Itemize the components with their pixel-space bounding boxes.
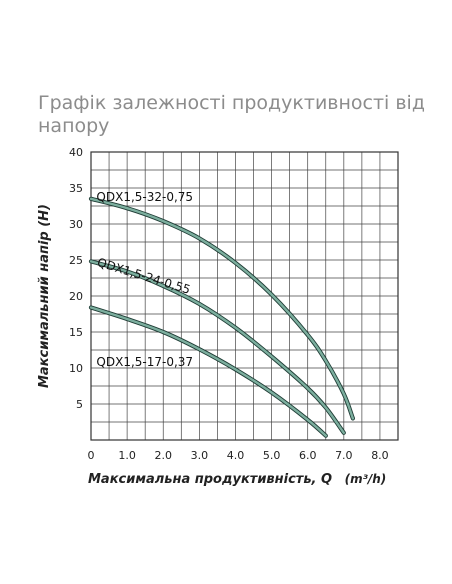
grid — [91, 152, 398, 440]
x-tick-label: 6.0 — [299, 449, 317, 462]
x-tick-label: 2.0 — [154, 449, 172, 462]
y-tick-label: 10 — [69, 362, 83, 375]
y-axis-title: Максимальний напір (H) — [37, 204, 52, 388]
x-tick-label: 4.0 — [227, 449, 245, 462]
x-axis-unit: (m³/h) — [345, 472, 387, 486]
y-tick-label: 35 — [69, 182, 83, 195]
series-line-outline-1 — [88, 196, 355, 421]
series-label-2: QDX1,5-24-0,55 — [96, 255, 193, 297]
curves — [88, 196, 355, 438]
y-tick-label: 25 — [69, 254, 83, 267]
x-tick-label: 1.0 — [118, 449, 136, 462]
series-line-1 — [89, 197, 355, 420]
series-labels: QDX1,5-32-0,75 QDX1,5-24-0,55 QDX1,5-17-0,… — [96, 190, 194, 369]
x-axis-title-group: Максимальна продуктивність, Q (m³/h) — [88, 472, 386, 487]
y-tick-label: 30 — [69, 218, 83, 231]
y-tick-label: 5 — [76, 398, 83, 411]
ticks: 0 1.0 2.0 3.0 4.0 5.0 6.0 7.0 8.0 5 10 15 20 25 30 35 40 — [69, 146, 389, 462]
x-tick-label: 7.0 — [335, 449, 353, 462]
x-tick-label: 5.0 — [263, 449, 281, 462]
x-tick-label: 3.0 — [191, 449, 209, 462]
y-tick-label: 20 — [69, 290, 83, 303]
plot-frame — [90, 151, 399, 441]
series-line-2 — [89, 260, 345, 434]
series-label-3: QDX1,5-17-0,37 — [96, 355, 193, 369]
chart-title: Графік залежності продуктивності від нап… — [38, 92, 425, 137]
x-tick-label: 8.0 — [371, 449, 389, 462]
x-axis-title: Максимальна продуктивність, Q — [88, 472, 332, 487]
series-line-3 — [89, 306, 327, 437]
y-tick-label: 15 — [69, 326, 83, 339]
x-tick-label: 0 — [88, 449, 95, 462]
y-tick-label: 40 — [69, 146, 83, 159]
series-label-1: QDX1,5-32-0,75 — [96, 190, 193, 204]
